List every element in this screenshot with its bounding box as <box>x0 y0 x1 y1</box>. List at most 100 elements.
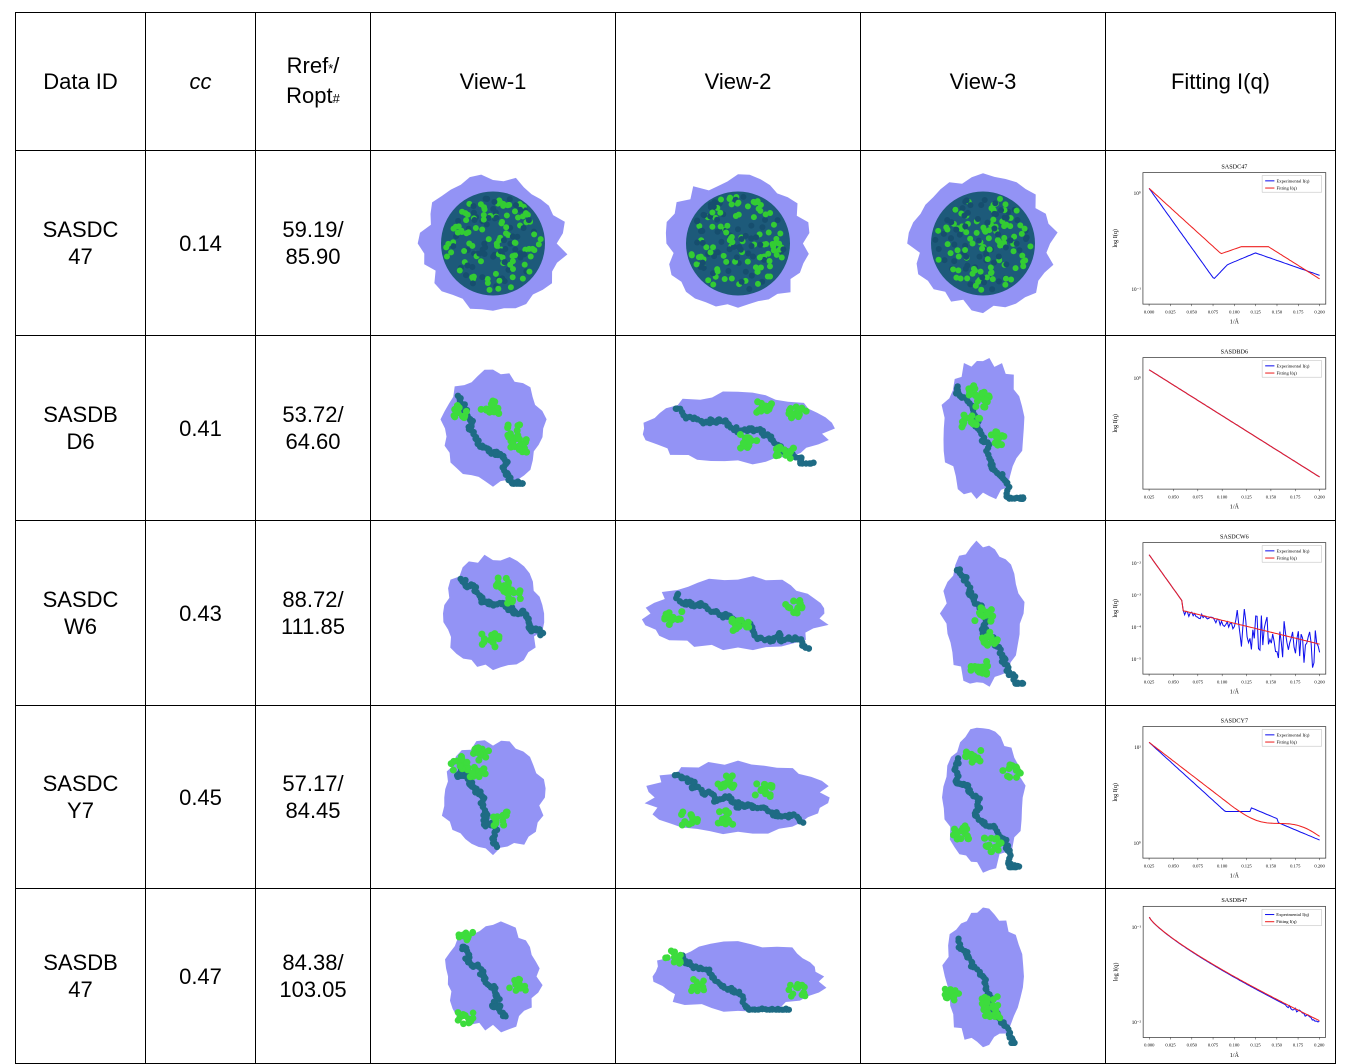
atom <box>779 254 785 260</box>
atom <box>471 209 477 215</box>
atom <box>463 758 470 765</box>
atom <box>512 208 518 214</box>
density-map <box>443 554 544 669</box>
atom <box>715 228 721 234</box>
atom <box>981 279 987 285</box>
plot-title: SASDCW6 <box>1219 535 1248 541</box>
r-value: 53.72/ <box>282 402 343 427</box>
cell: 84.38/103.05 <box>256 889 371 1064</box>
atom <box>950 266 956 272</box>
atom <box>988 848 995 855</box>
r-value: 59.19/ <box>282 217 343 242</box>
fit-plot: SASDB471/Ålog I(q)0.0000.0250.0500.0750.… <box>1108 892 1334 1061</box>
x-tick-label: 0.175 <box>1292 1042 1303 1047</box>
header-text: Ropt <box>286 83 332 108</box>
curve <box>1149 917 1319 1022</box>
atom <box>476 250 482 256</box>
atom <box>787 981 794 988</box>
atom <box>481 216 487 222</box>
x-tick-label: 0.125 <box>1250 309 1261 314</box>
atom <box>959 824 966 831</box>
atom <box>503 1013 509 1019</box>
atom <box>766 229 772 235</box>
atom <box>776 240 782 246</box>
atom <box>707 249 713 255</box>
x-tick-label: 0.025 <box>1165 1042 1176 1047</box>
data-id: 47 <box>68 244 92 269</box>
atom <box>967 389 974 396</box>
plot-title: SASDCY7 <box>1220 719 1247 725</box>
atom <box>745 203 751 209</box>
atom <box>984 219 990 225</box>
cell <box>371 336 616 521</box>
atom <box>502 259 508 265</box>
atom <box>494 843 500 849</box>
atom <box>495 285 501 291</box>
atom <box>487 286 493 292</box>
cell <box>616 706 861 889</box>
atom <box>455 217 461 223</box>
atom <box>512 239 518 245</box>
atom <box>473 225 479 231</box>
atom <box>1008 276 1014 282</box>
x-tick-label: 0.025 <box>1143 863 1154 868</box>
header-cell: Fitting I(q) <box>1106 13 1336 151</box>
atom <box>953 226 959 232</box>
x-tick-label: 0.050 <box>1186 1042 1197 1047</box>
structure-view <box>861 708 1105 887</box>
atom <box>723 772 730 779</box>
plot-title: SASDBD6 <box>1220 350 1247 356</box>
atom <box>973 282 979 288</box>
atom <box>724 222 730 228</box>
atom <box>526 217 532 223</box>
atom <box>803 407 810 414</box>
x-tick-label: 0.075 <box>1207 1042 1218 1047</box>
atom <box>767 263 773 269</box>
atom <box>973 421 980 428</box>
atom <box>725 268 731 274</box>
atom <box>942 257 948 263</box>
atom <box>1017 222 1023 228</box>
atom <box>723 229 729 235</box>
atom <box>694 218 700 224</box>
atom <box>797 600 804 607</box>
atom <box>991 835 998 842</box>
atom <box>663 610 670 617</box>
x-tick-label: 0.125 <box>1241 494 1252 499</box>
atom <box>790 990 797 997</box>
atom <box>721 252 727 258</box>
structure-view <box>371 891 615 1062</box>
atom <box>463 217 469 223</box>
cell: SASDCY71/Ålog I(q)0.0250.0500.0750.1000.… <box>1106 706 1336 889</box>
atom <box>1002 214 1008 220</box>
atom <box>469 928 476 935</box>
legend-label: Fitting I(q) <box>1276 556 1297 561</box>
structure-view <box>371 708 615 887</box>
atom <box>735 226 741 232</box>
atom <box>991 225 997 231</box>
cell: SASDCW61/Ålog I(q)0.0250.0500.0750.1000.… <box>1106 521 1336 706</box>
legend-label: Experimental I(q) <box>1276 732 1309 737</box>
r-value: 88.72/ <box>282 587 343 612</box>
x-tick-label: 0.100 <box>1229 309 1240 314</box>
cell: SASDCY7 <box>16 706 146 889</box>
curve <box>1149 370 1320 477</box>
atom <box>748 222 754 228</box>
x-tick-label: 0.025 <box>1143 679 1154 684</box>
atom <box>1016 247 1022 253</box>
atom <box>678 608 685 615</box>
atom <box>483 195 489 201</box>
atom <box>978 286 984 292</box>
x-tick-label: 0.200 <box>1314 494 1325 499</box>
axis-label: log I(q) <box>1112 962 1119 981</box>
atom <box>998 839 1005 846</box>
atom <box>1011 248 1017 254</box>
atom <box>499 585 506 592</box>
atom <box>482 244 488 250</box>
plot-frame <box>1142 727 1325 858</box>
atom <box>746 286 752 292</box>
atom <box>806 645 812 651</box>
atom <box>732 625 739 632</box>
atom <box>734 254 740 260</box>
atom <box>801 989 808 996</box>
